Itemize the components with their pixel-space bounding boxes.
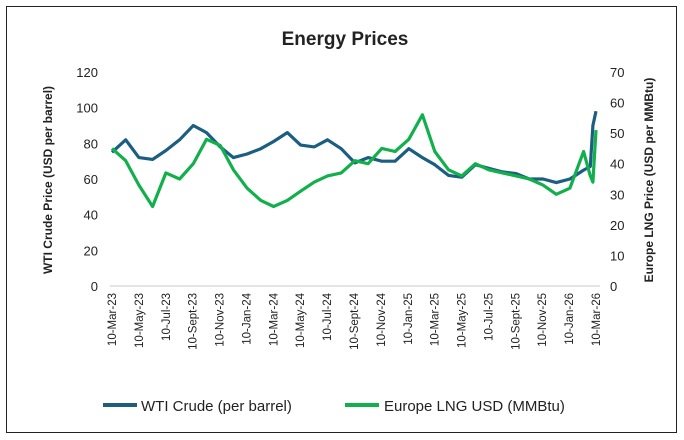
x-tick-label: 10-Mar-24 <box>268 292 280 346</box>
x-tick-label: 10-Jan-24 <box>241 292 253 344</box>
europe-lng-line <box>110 113 598 209</box>
x-tick-label: 10-Mar-26 <box>591 293 603 346</box>
x-tick-label: 10-Mar-25 <box>430 293 442 346</box>
x-tick-label: 10-May-23 <box>134 293 146 348</box>
y-tick-label: 80 <box>84 136 98 151</box>
x-tick-label: 10-Sept-23 <box>188 293 200 350</box>
x-tick-label: 10-Nov-24 <box>376 292 388 346</box>
x-tick-label: 10-Sept-24 <box>349 292 361 350</box>
y-tick-label: 20 <box>84 243 98 258</box>
y-axis-label: WTI Crude Price (USD per barrel) <box>41 86 55 274</box>
x-tick-label: 10-Nov-23 <box>215 293 227 347</box>
y2-tick-label: 30 <box>610 187 624 202</box>
y2-axis-label: Europe LNG Price (USD per MMBtu) <box>642 78 656 283</box>
chart-title: Energy Prices <box>282 29 409 50</box>
x-tick-label: 10-Nov-25 <box>537 293 549 347</box>
x-tick-label: 10-Jan-25 <box>403 293 415 345</box>
y2-tick-label: 50 <box>610 126 624 141</box>
y2-tick-label: 10 <box>610 248 624 263</box>
x-tick-label: 10-Jul-24 <box>322 292 334 341</box>
x-tick-label: 10-Jul-23 <box>161 293 173 341</box>
y-tick-label: 40 <box>84 208 98 223</box>
x-tick-label: 10-May-24 <box>295 292 307 348</box>
y-tick-label: 0 <box>91 279 98 294</box>
wti-crude-line <box>110 110 598 185</box>
y2-tick-label: 40 <box>610 157 624 172</box>
legend: WTI Crude (per barrel) Europe LNG USD (M… <box>103 398 565 415</box>
chart-frame <box>6 6 677 433</box>
legend-label-lng: Europe LNG USD (MMBtu) <box>384 398 565 415</box>
y-tick-label: 100 <box>76 101 98 116</box>
x-tick-label: 10-May-25 <box>457 293 469 348</box>
x-tick-label: 10-Mar-23 <box>107 293 119 346</box>
y-tick-label: 120 <box>76 65 98 80</box>
legend-label-wti: WTI Crude (per barrel) <box>141 398 292 415</box>
x-tick-label: 10-Jul-25 <box>483 293 495 341</box>
y2-tick-label: 70 <box>610 65 624 80</box>
y2-tick-label: 20 <box>610 218 624 233</box>
x-tick-label: 10-Jan-26 <box>564 293 576 345</box>
y-tick-label: 60 <box>84 172 98 187</box>
y2-tick-label: 60 <box>610 96 624 111</box>
x-tick-label: 10-Sept-25 <box>510 293 522 350</box>
y2-tick-label: 0 <box>610 279 617 294</box>
